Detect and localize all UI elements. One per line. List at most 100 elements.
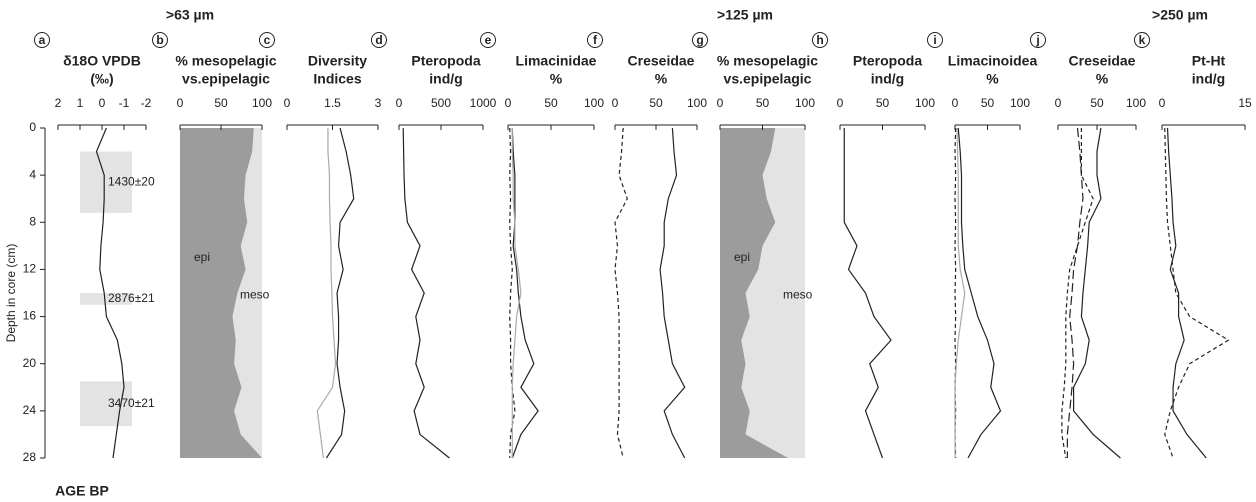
panel-title: Indices <box>313 71 361 87</box>
age-box <box>80 151 132 213</box>
x-tick-label: -2 <box>141 96 152 110</box>
panel-title: % mesopelagic <box>175 53 276 69</box>
x-tick-label: 50 <box>756 96 770 110</box>
x-tick-label: 50 <box>544 96 558 110</box>
x-tick-label: -1 <box>119 96 130 110</box>
panel-title: Pteropoda <box>411 53 480 69</box>
age-label: AGE BP <box>55 483 109 499</box>
x-tick-label: 0 <box>177 96 184 110</box>
panel-title: Limacinoidea <box>948 53 1038 69</box>
panel-letter: d <box>375 33 382 47</box>
panel-title: Limacinidae <box>516 53 597 69</box>
x-tick-label: 2 <box>55 96 62 110</box>
size-fraction: >63 µm <box>166 7 214 23</box>
line <box>954 127 966 458</box>
age-label: 2876±21 <box>108 291 155 305</box>
x-tick-label: 0 <box>284 96 291 110</box>
panel-letter: g <box>696 33 703 47</box>
x-tick-label: 0 <box>952 96 959 110</box>
line <box>1166 127 1207 459</box>
line <box>511 128 522 458</box>
x-tick-label: 0 <box>1055 96 1062 110</box>
panel-title: % <box>986 71 999 87</box>
x-tick-label: 100 <box>1126 96 1146 110</box>
x-tick-label: 50 <box>876 96 890 110</box>
size-fraction: >125 µm <box>717 7 773 23</box>
line <box>843 128 892 459</box>
x-tick-label: 50 <box>649 96 663 110</box>
line <box>614 127 628 459</box>
x-tick-label: 100 <box>915 96 935 110</box>
x-tick-label: 0 <box>99 96 106 110</box>
panel-letter-circle <box>692 32 708 48</box>
panel-title: (‰) <box>90 71 113 87</box>
line <box>659 127 686 459</box>
panel-title: ind/g <box>871 71 904 87</box>
x-tick-label: 1 <box>77 96 84 110</box>
panel-title: % <box>550 71 563 87</box>
y-tick-label: 28 <box>23 450 37 464</box>
x-tick-label: 1.5 <box>324 96 341 110</box>
y-tick-label: 4 <box>29 167 36 181</box>
line <box>1164 127 1230 459</box>
x-tick-label: 100 <box>795 96 815 110</box>
panel-title: ind/g <box>429 71 462 87</box>
panel-letter: a <box>39 33 46 47</box>
x-tick-label: 100 <box>252 96 272 110</box>
panel-letter: f <box>593 33 598 47</box>
panel-title: Creseidae <box>628 53 695 69</box>
area-label: epi <box>194 250 210 264</box>
panel-letter-circle <box>812 32 828 48</box>
y-tick-label: 8 <box>29 214 36 228</box>
y-axis-label: Depth in core (cm) <box>4 244 18 343</box>
panel-title: vs.epipelagic <box>182 71 270 87</box>
panel-letter: c <box>264 33 271 47</box>
area <box>180 128 262 458</box>
panel-letter: j <box>1035 33 1039 47</box>
line <box>95 127 125 459</box>
panel-letter: h <box>816 33 823 47</box>
area-label: meso <box>240 288 270 302</box>
y-tick-label: 24 <box>23 403 37 417</box>
panel-title: Diversity <box>308 53 367 69</box>
x-tick-label: 50 <box>981 96 995 110</box>
panel-title: Creseidae <box>1069 53 1136 69</box>
x-tick-label: 100 <box>687 96 707 110</box>
line <box>402 127 450 459</box>
x-tick-label: 0 <box>612 96 619 110</box>
y-tick-label: 0 <box>29 120 36 134</box>
panel-letter: i <box>933 33 936 47</box>
x-tick-label: 0 <box>717 96 724 110</box>
panel-title: % <box>655 71 668 87</box>
line <box>316 128 337 459</box>
panel-letter-circle <box>1134 32 1150 48</box>
line <box>1061 128 1094 459</box>
panel-title: vs.epipelagic <box>724 71 812 87</box>
panel-letter: b <box>156 33 163 47</box>
age-box <box>80 293 132 305</box>
x-tick-label: 50 <box>214 96 228 110</box>
panel-letter-circle <box>371 32 387 48</box>
panel-letter: k <box>1139 33 1146 47</box>
line <box>1066 127 1084 458</box>
x-tick-label: 500 <box>431 96 451 110</box>
panel-title: Pt-Ht <box>1192 53 1226 69</box>
line <box>509 127 516 459</box>
x-tick-label: 1000 <box>470 96 497 110</box>
panel-letter-circle <box>34 32 50 48</box>
panel-letter-circle <box>259 32 275 48</box>
line <box>957 127 1002 459</box>
x-tick-label: 0 <box>396 96 403 110</box>
area-label: epi <box>734 250 750 264</box>
panel-letter-circle <box>927 32 943 48</box>
panel-letter-circle <box>480 32 496 48</box>
panel-letter-circle <box>152 32 168 48</box>
line <box>325 127 355 459</box>
size-fraction: >250 µm <box>1152 7 1208 23</box>
x-tick-label: 0 <box>505 96 512 110</box>
panel-letter-circle <box>1030 32 1046 48</box>
x-tick-label: 100 <box>584 96 604 110</box>
x-tick-label: 50 <box>1090 96 1104 110</box>
panel-title: δ18O VPDB <box>63 53 141 69</box>
